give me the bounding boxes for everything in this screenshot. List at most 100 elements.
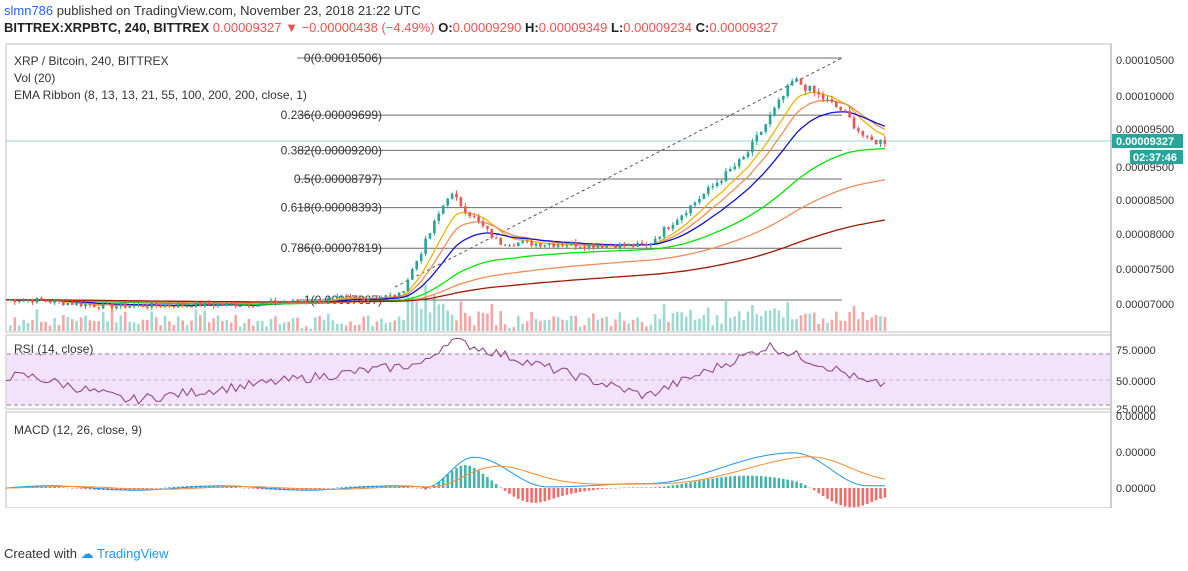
candle-body — [305, 302, 308, 303]
volume-bar — [619, 312, 622, 331]
candle-body — [844, 111, 847, 112]
ema-ribbon — [6, 93, 885, 307]
candle-body — [40, 298, 43, 300]
volume-bar — [795, 319, 798, 331]
macd-series — [5, 453, 886, 507]
volume-bar — [839, 321, 842, 331]
candle-body — [155, 303, 158, 306]
volume-bar — [146, 320, 149, 331]
macd-histogram-bar — [455, 468, 458, 488]
fib-level-label: 0(0.00010506) — [304, 51, 382, 65]
candle-body — [389, 295, 392, 296]
volume-bar — [362, 317, 365, 331]
candle-body — [769, 116, 772, 125]
macd-histogram-bar — [552, 488, 555, 499]
volume-bar — [711, 325, 714, 331]
candle-body — [786, 85, 789, 96]
candle-body — [177, 304, 180, 308]
macd-histogram-bar — [747, 476, 750, 488]
price-tick-label: 0.00007000 — [1116, 299, 1174, 311]
candle-body — [283, 302, 286, 303]
candle-body — [557, 245, 560, 247]
candle-body — [751, 142, 754, 153]
candle-body — [862, 131, 865, 136]
created-with-label: Created with — [4, 546, 77, 561]
macd-histogram-bar — [446, 474, 449, 488]
volume-bar — [574, 316, 577, 331]
volume-bar — [102, 312, 105, 331]
volume-bar — [327, 314, 330, 331]
volume-bar — [526, 321, 529, 331]
volume-bar — [654, 314, 657, 331]
tradingview-logo-icon: ☁ — [81, 546, 94, 561]
candle-body — [800, 79, 803, 85]
candle-body — [402, 291, 405, 293]
candle-body — [548, 244, 551, 245]
candle-body — [362, 298, 365, 301]
candle-body — [725, 171, 728, 181]
volume-bar — [111, 309, 114, 331]
macd-histogram-bar — [84, 488, 87, 489]
volume-bar — [685, 317, 688, 331]
candle-body — [190, 306, 193, 308]
volume-bar — [482, 313, 485, 331]
macd-histogram-bar — [504, 488, 507, 491]
macd-histogram-bar — [597, 488, 600, 490]
candle-body — [327, 298, 330, 301]
volume-bar — [332, 320, 335, 331]
price-tick-label: 0.00007500 — [1116, 264, 1174, 276]
candle-body — [239, 306, 242, 307]
volume-bar — [14, 317, 17, 331]
ema-line — [6, 149, 885, 305]
candle-body — [371, 298, 374, 299]
volume-bar — [570, 316, 573, 331]
candle-body — [150, 303, 153, 308]
ohlc-line: BITTREX:XRPBTC, 240, BITTREX 0.00009327 … — [4, 19, 1184, 36]
macd-histogram-bar — [570, 488, 573, 494]
macd-histogram-bar — [548, 488, 551, 500]
volume-bar — [248, 319, 251, 331]
volume-bar — [473, 325, 476, 331]
candle-body — [84, 304, 87, 306]
volume-bar — [857, 319, 860, 331]
volume-bar — [389, 322, 392, 331]
macd-histogram-bar — [150, 488, 153, 489]
author-link[interactable]: slmn786 — [4, 3, 53, 18]
volume-bar — [190, 321, 193, 331]
candle-body — [738, 159, 741, 166]
candle-body — [477, 217, 480, 222]
candle-body — [685, 213, 688, 215]
volume-bar — [9, 325, 12, 331]
macd-histogram-bar — [870, 488, 873, 502]
candle-body — [508, 246, 511, 247]
volume-bar — [385, 323, 388, 331]
fib-level-label: 0.618(0.00008393) — [281, 201, 382, 215]
macd-histogram-bar — [252, 488, 255, 489]
macd-histogram-bar — [71, 488, 74, 489]
macd-histogram-bar — [561, 488, 564, 496]
volume-bar — [504, 324, 507, 331]
candle-body — [429, 233, 432, 239]
volume-bar — [62, 315, 65, 331]
candle-body — [672, 225, 675, 229]
candle-body — [879, 140, 882, 144]
macd-histogram-bar — [605, 488, 608, 489]
candle-body — [451, 194, 454, 199]
macd-histogram-bar — [592, 488, 595, 490]
volume-bar — [729, 318, 732, 331]
volume-bar — [592, 313, 595, 331]
candle-body — [826, 99, 829, 100]
fib-trend-line[interactable] — [395, 58, 842, 287]
candle-body — [181, 304, 184, 306]
volume-bar — [367, 315, 370, 331]
high-value: 0.00009349 — [539, 20, 608, 35]
candle-body — [332, 297, 335, 298]
volume-bar — [826, 323, 829, 331]
tradingview-link[interactable]: TradingView — [97, 546, 169, 561]
macd-histogram-bar — [879, 488, 882, 499]
volume-bar — [142, 320, 145, 331]
chart-area[interactable]: 0(0.00010506) 0.236(0.00009699) 0.382(0.00… — [0, 38, 1188, 508]
legend-ema-ribbon: EMA Ribbon (8, 13, 13, 21, 55, 100, 200,… — [14, 88, 307, 102]
macd-histogram-bar — [535, 488, 538, 503]
candle-body — [583, 247, 586, 248]
